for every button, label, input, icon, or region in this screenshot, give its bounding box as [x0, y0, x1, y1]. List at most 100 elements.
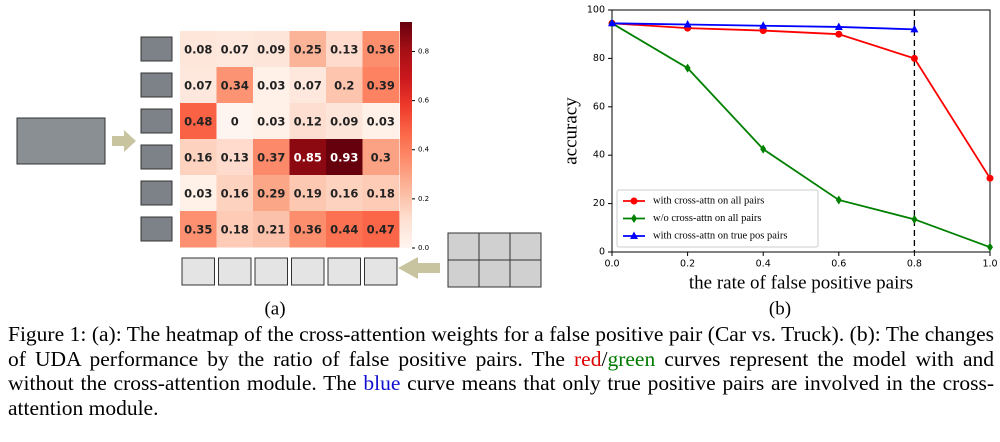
heatmap-cell — [180, 67, 217, 104]
cell-value: 0.03 — [367, 115, 395, 129]
cell-value: 0.09 — [330, 115, 358, 129]
heatmap-cell — [326, 31, 363, 68]
marker — [835, 195, 842, 205]
col-thumbnail — [364, 257, 398, 286]
images — [16, 117, 542, 288]
cell-value: 0.25 — [294, 43, 322, 57]
caption-text: blue — [363, 371, 401, 395]
col-thumbnail — [218, 257, 252, 286]
heatmap-cell — [289, 31, 327, 68]
x-tick-label: 0.2 — [680, 259, 695, 270]
row-thumbnail — [140, 216, 173, 242]
legend-box — [616, 189, 819, 248]
row-thumbnail — [140, 180, 173, 206]
col-thumbnail — [291, 257, 325, 286]
heatmap-cell — [362, 139, 400, 176]
x-axis-label: the rate of false positive pairs — [689, 272, 913, 293]
cell-value: 0.18 — [367, 187, 395, 201]
caption-text: / — [601, 346, 608, 371]
caption-text: Figure 1: (a): The heatmap of the cross-… — [8, 322, 994, 371]
legend-label: w/o cross-attn on all pairs — [653, 213, 761, 224]
x-tick-label: 1.0 — [982, 259, 997, 270]
cell-value: 0.18 — [221, 223, 249, 237]
heatmap-cell — [289, 211, 327, 248]
heatmap-cell — [216, 31, 254, 68]
marker — [683, 20, 692, 28]
marker — [834, 22, 843, 30]
figure: 0.08 0.07 0.09 0.25 0.13 0.36 0.07 0.34 0.03 0.07… — [16, 5, 998, 320]
row-thumbnail — [140, 144, 173, 170]
y-tick-label: 100 — [587, 5, 605, 16]
heatmap-cell — [326, 139, 363, 176]
marker — [608, 18, 616, 27]
heatmap-cell — [180, 175, 217, 212]
heatmap-cell — [362, 31, 400, 68]
heatmap-cell — [289, 175, 327, 212]
arrow — [398, 257, 440, 279]
colorbar-tick-label: 0.2 — [418, 195, 429, 203]
car-image — [16, 117, 106, 165]
cell-value: 0.47 — [367, 223, 395, 237]
cell-value: 0.2 — [334, 79, 354, 93]
heatmap-cell — [289, 139, 327, 176]
heatmap-cell — [216, 211, 254, 248]
marker — [910, 54, 918, 62]
cell-value: 0.44 — [330, 223, 358, 237]
heatmap-cell — [289, 103, 327, 140]
cell-value: 0.93 — [330, 151, 358, 165]
cell-value: 0.39 — [367, 79, 395, 93]
cell-value: 0.16 — [184, 151, 212, 165]
marker — [759, 21, 768, 29]
cell-value: 0.03 — [257, 115, 285, 129]
caption-text: red — [574, 346, 602, 371]
colorbar-tick-label: 0.6 — [418, 97, 430, 105]
marker — [684, 63, 691, 73]
arrow — [112, 130, 136, 152]
col-thumbnail — [254, 257, 288, 286]
heatmap-cell — [253, 103, 290, 140]
col-thumbnail — [327, 257, 361, 286]
cell-value: 0.29 — [257, 187, 285, 201]
cell-value: 0.36 — [367, 43, 395, 57]
caption-text: curves represent the model with and with… — [8, 346, 994, 396]
y-tick-label: 80 — [593, 53, 605, 64]
marker — [630, 197, 638, 205]
cell-value: 0.03 — [184, 187, 212, 201]
marker — [835, 30, 843, 38]
cell-value: 0.09 — [257, 43, 285, 57]
heatmap-cell — [362, 211, 400, 248]
cell-value: 0.3 — [371, 151, 391, 165]
cell-value: 0.03 — [257, 79, 285, 93]
panel-label: (a) — [264, 298, 285, 319]
heatmap-cell — [253, 67, 290, 104]
y-axis-label: accuracy — [560, 97, 581, 165]
heatmap-cell — [253, 211, 290, 248]
heatmap-cell — [362, 175, 400, 212]
cell-value: 0.07 — [294, 79, 322, 93]
heatmap-cell — [326, 211, 363, 248]
heatmap-cell — [362, 67, 400, 104]
series-line — [611, 22, 991, 179]
cell-value: 0.13 — [330, 43, 358, 57]
line-chart: 0.0 0.2 0.4 0.6 0.8 1.0 0 20 40 60 80 100 the rate o… — [560, 5, 997, 320]
heatmap-cell — [253, 31, 290, 68]
series-line — [611, 22, 991, 249]
heatmap-cell — [289, 67, 327, 104]
heatmap: 0.08 0.07 0.09 0.25 0.13 0.36 0.07 0.34 0.03 0.07… — [140, 22, 430, 319]
heatmap-cell — [326, 175, 363, 212]
heatmap-cell — [180, 31, 217, 68]
x-tick-label: 0.0 — [604, 259, 619, 270]
row-thumbnail — [140, 72, 173, 98]
plot-frame — [611, 9, 991, 253]
marker — [631, 214, 637, 223]
cell-value: 0.21 — [257, 223, 285, 237]
cell-value: 0.37 — [257, 151, 285, 165]
cell-value: 0.16 — [221, 187, 249, 201]
row-thumbnail — [140, 108, 173, 134]
heatmap-cell — [326, 103, 363, 140]
cell-value: 0.35 — [184, 223, 212, 237]
colorbar-tick-label: 0.8 — [418, 47, 429, 55]
col-thumbnail — [181, 257, 215, 286]
cell-value: 0.13 — [221, 151, 249, 165]
